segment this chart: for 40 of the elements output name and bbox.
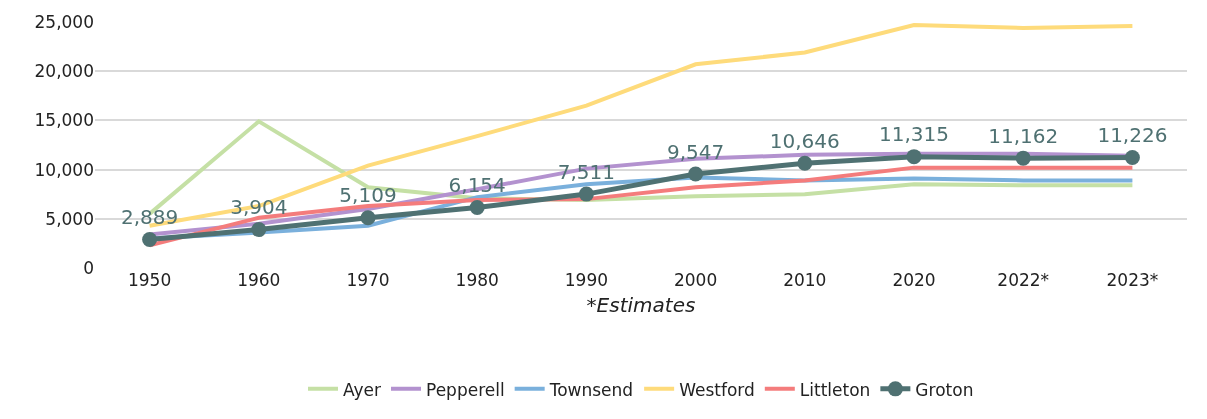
point bbox=[360, 210, 376, 226]
legend-label: Westford bbox=[679, 379, 755, 400]
x-tick-label: 2022* bbox=[997, 270, 1050, 290]
point bbox=[1124, 150, 1140, 166]
point bbox=[251, 222, 267, 238]
data-label: 11,315 bbox=[879, 122, 949, 147]
point bbox=[906, 149, 922, 165]
data-label: 11,226 bbox=[1097, 123, 1168, 148]
y-tick-label: 10,000 bbox=[34, 159, 94, 180]
x-axis-title: *Estimates bbox=[586, 292, 696, 317]
x-tick-label: 1970 bbox=[346, 270, 390, 290]
point bbox=[1015, 150, 1031, 166]
y-tick-label: 15,000 bbox=[34, 110, 94, 131]
point bbox=[578, 186, 594, 202]
x-tick-label: 1980 bbox=[455, 270, 499, 290]
data-label: 2,889 bbox=[120, 205, 179, 230]
y-tick-label: 20,000 bbox=[34, 61, 94, 82]
y-tick-label: 0 bbox=[83, 257, 94, 278]
data-label: 5,109 bbox=[339, 183, 397, 208]
legend-label: Pepperell bbox=[426, 379, 505, 400]
x-tick-label: 2023* bbox=[1106, 270, 1159, 290]
point bbox=[797, 155, 813, 171]
data-label: 9,547 bbox=[666, 139, 725, 164]
data-label: 11,162 bbox=[988, 123, 1059, 148]
point bbox=[688, 166, 704, 182]
legend-label: Townsend bbox=[548, 379, 634, 400]
x-tick-label: 2010 bbox=[783, 270, 827, 290]
x-tick-label: 1960 bbox=[237, 270, 281, 290]
x-tick-label: 1950 bbox=[127, 270, 172, 290]
legend-label: Groton bbox=[915, 379, 974, 400]
y-tick-label: 5,000 bbox=[45, 208, 94, 229]
point bbox=[469, 199, 485, 215]
y-tick-label: 25,000 bbox=[34, 11, 94, 32]
x-tick-label: 2000 bbox=[673, 270, 718, 290]
x-tick-label: 1990 bbox=[564, 270, 609, 290]
data-label: 10,646 bbox=[769, 128, 840, 153]
legend-label: Littleton bbox=[799, 379, 871, 400]
x-tick-label: 2020 bbox=[892, 270, 936, 290]
point bbox=[142, 232, 158, 248]
legend-label: Ayer bbox=[343, 379, 381, 400]
